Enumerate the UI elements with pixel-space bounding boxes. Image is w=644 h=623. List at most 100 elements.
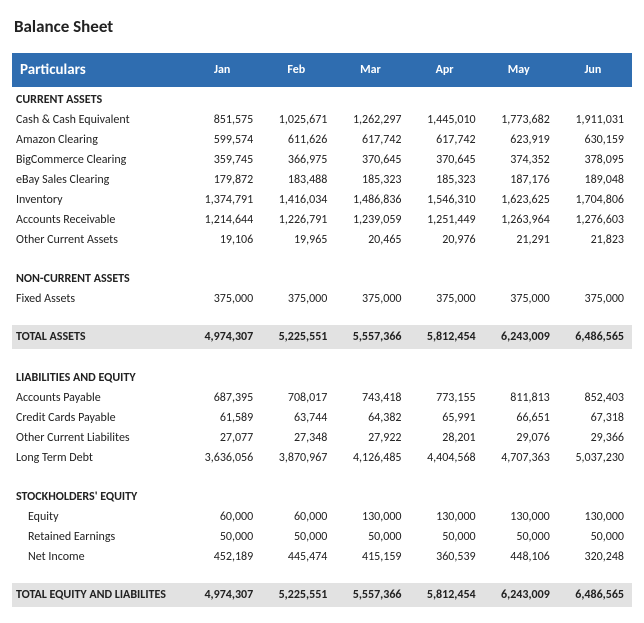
row-value: 320,248 bbox=[558, 547, 632, 567]
row-value: 687,395 bbox=[187, 388, 261, 408]
row-label: LIABILITIES AND EQUITY bbox=[12, 365, 187, 388]
row-value: 1,416,034 bbox=[261, 190, 335, 210]
row-value bbox=[261, 266, 335, 289]
row-value: 28,201 bbox=[410, 428, 484, 448]
row-value: 21,823 bbox=[558, 230, 632, 250]
row-value: 1,773,682 bbox=[484, 110, 558, 130]
row-value: 50,000 bbox=[335, 527, 409, 547]
row-value bbox=[261, 365, 335, 388]
row-value: 448,106 bbox=[484, 547, 558, 567]
row-value bbox=[335, 87, 409, 110]
row-value: 1,263,964 bbox=[484, 210, 558, 230]
row-value bbox=[484, 266, 558, 289]
row-label: Cash & Cash Equivalent bbox=[12, 110, 187, 130]
spacer-cell bbox=[12, 309, 632, 325]
row-value: 630,159 bbox=[558, 130, 632, 150]
table-header-row: Particulars Jan Feb Mar Apr May Jun bbox=[12, 53, 632, 87]
table-row bbox=[12, 468, 632, 484]
row-value bbox=[484, 365, 558, 388]
row-value bbox=[187, 365, 261, 388]
row-label: Net Income bbox=[12, 547, 187, 567]
header-month: Apr bbox=[410, 53, 484, 87]
row-value bbox=[484, 87, 558, 110]
table-row bbox=[12, 567, 632, 583]
table-row: Accounts Receivable1,214,6441,226,7911,2… bbox=[12, 210, 632, 230]
row-label: Accounts Payable bbox=[12, 388, 187, 408]
row-label: Accounts Receivable bbox=[12, 210, 187, 230]
table-row: Accounts Payable687,395708,017743,418773… bbox=[12, 388, 632, 408]
row-value: 1,251,449 bbox=[410, 210, 484, 230]
table-row: LIABILITIES AND EQUITY bbox=[12, 365, 632, 388]
row-value bbox=[335, 365, 409, 388]
row-value: 3,636,056 bbox=[187, 448, 261, 468]
row-value: 1,262,297 bbox=[335, 110, 409, 130]
row-label: TOTAL ASSETS bbox=[12, 325, 187, 349]
header-month: Jun bbox=[558, 53, 632, 87]
row-value: 21,291 bbox=[484, 230, 558, 250]
table-row: TOTAL EQUITY AND LIABILITES4,974,3075,22… bbox=[12, 583, 632, 607]
row-value: 50,000 bbox=[261, 527, 335, 547]
row-label: Retained Earnings bbox=[12, 527, 187, 547]
row-label: CURRENT ASSETS bbox=[12, 87, 187, 110]
row-value: 50,000 bbox=[410, 527, 484, 547]
row-label: Amazon Clearing bbox=[12, 130, 187, 150]
row-value: 851,575 bbox=[187, 110, 261, 130]
row-value: 27,077 bbox=[187, 428, 261, 448]
row-value: 50,000 bbox=[558, 527, 632, 547]
row-label: NON-CURRENT ASSETS bbox=[12, 266, 187, 289]
row-value: 743,418 bbox=[335, 388, 409, 408]
row-value: 19,106 bbox=[187, 230, 261, 250]
row-label: Fixed Assets bbox=[12, 289, 187, 309]
row-value: 611,626 bbox=[261, 130, 335, 150]
row-value: 6,486,565 bbox=[558, 583, 632, 607]
row-value: 130,000 bbox=[410, 507, 484, 527]
table-row: Other Current Liabilites27,07727,34827,9… bbox=[12, 428, 632, 448]
row-value: 811,813 bbox=[484, 388, 558, 408]
row-value bbox=[261, 484, 335, 507]
row-value: 4,974,307 bbox=[187, 325, 261, 349]
row-value: 1,546,310 bbox=[410, 190, 484, 210]
row-value: 6,486,565 bbox=[558, 325, 632, 349]
row-value bbox=[335, 266, 409, 289]
row-value: 359,745 bbox=[187, 150, 261, 170]
row-value bbox=[410, 365, 484, 388]
row-value: 375,000 bbox=[187, 289, 261, 309]
row-value: 61,589 bbox=[187, 408, 261, 428]
row-label: Inventory bbox=[12, 190, 187, 210]
row-value: 1,214,644 bbox=[187, 210, 261, 230]
row-value: 452,189 bbox=[187, 547, 261, 567]
row-value: 1,911,031 bbox=[558, 110, 632, 130]
row-value: 375,000 bbox=[335, 289, 409, 309]
row-value bbox=[558, 266, 632, 289]
table-row: TOTAL ASSETS4,974,3075,225,5515,557,3665… bbox=[12, 325, 632, 349]
row-value: 130,000 bbox=[484, 507, 558, 527]
row-value: 3,870,967 bbox=[261, 448, 335, 468]
row-label: Long Term Debt bbox=[12, 448, 187, 468]
spacer-cell bbox=[12, 567, 632, 583]
table-row: Inventory1,374,7911,416,0341,486,8361,54… bbox=[12, 190, 632, 210]
row-value: 4,974,307 bbox=[187, 583, 261, 607]
row-value: 4,404,568 bbox=[410, 448, 484, 468]
table-row: Other Current Assets19,10619,96520,46520… bbox=[12, 230, 632, 250]
row-value: 185,323 bbox=[335, 170, 409, 190]
row-value: 5,812,454 bbox=[410, 325, 484, 349]
table-body: CURRENT ASSETSCash & Cash Equivalent851,… bbox=[12, 87, 632, 607]
table-row: STOCKHOLDERS' EQUITY bbox=[12, 484, 632, 507]
table-row: Amazon Clearing599,574611,626617,742617,… bbox=[12, 130, 632, 150]
row-value: 375,000 bbox=[558, 289, 632, 309]
row-label: BigCommerce Clearing bbox=[12, 150, 187, 170]
balance-sheet-table: Particulars Jan Feb Mar Apr May Jun CURR… bbox=[12, 53, 632, 607]
row-label: Equity bbox=[12, 507, 187, 527]
row-value: 1,276,603 bbox=[558, 210, 632, 230]
row-value: 1,239,059 bbox=[335, 210, 409, 230]
row-value bbox=[187, 87, 261, 110]
row-value: 378,095 bbox=[558, 150, 632, 170]
row-value: 1,025,671 bbox=[261, 110, 335, 130]
table-row: CURRENT ASSETS bbox=[12, 87, 632, 110]
row-value: 6,243,009 bbox=[484, 583, 558, 607]
row-value: 66,651 bbox=[484, 408, 558, 428]
row-value: 189,048 bbox=[558, 170, 632, 190]
row-value: 67,318 bbox=[558, 408, 632, 428]
row-value: 360,539 bbox=[410, 547, 484, 567]
table-row: Retained Earnings50,00050,00050,00050,00… bbox=[12, 527, 632, 547]
